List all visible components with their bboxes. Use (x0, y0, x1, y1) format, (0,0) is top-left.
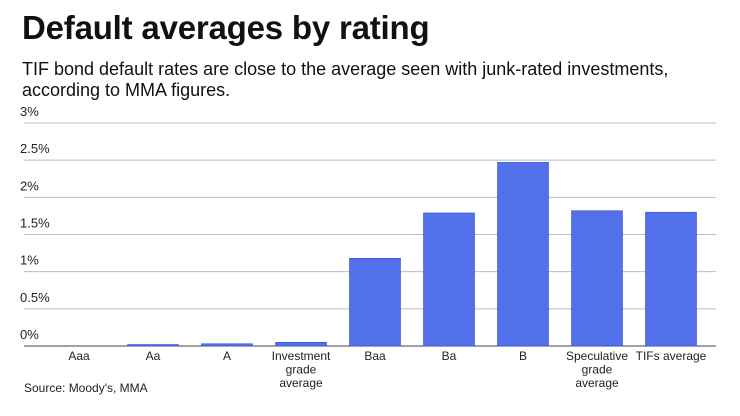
x-tick-label: Aa (146, 349, 161, 363)
chart-title: Default averages by rating (22, 9, 430, 46)
chart-subtitle: TIF bond default rates are close to the … (22, 59, 669, 100)
y-tick-label: 2% (20, 178, 39, 193)
bar (349, 257, 401, 347)
x-tick-label: A (223, 349, 231, 363)
bar (423, 212, 475, 347)
bar (201, 343, 253, 347)
y-tick-label: 2.5% (20, 141, 50, 156)
y-tick-label: 1% (20, 253, 39, 268)
y-tick-label: 0.5% (20, 290, 50, 305)
x-tick-label: Investment grade average (272, 349, 331, 390)
y-tick-label: 0% (20, 327, 39, 342)
bar (571, 210, 623, 347)
bar (645, 211, 697, 347)
bar (127, 344, 179, 347)
bar (497, 162, 549, 347)
x-tick-label: Aaa (68, 349, 90, 363)
x-tick-label: Ba (442, 349, 457, 363)
x-tick-label: Speculative grade average (566, 349, 628, 390)
y-tick-label: 3% (20, 104, 39, 119)
x-tick-label: TIFs average (636, 349, 707, 363)
y-tick-label: 1.5% (20, 216, 50, 231)
source-note: Source: Moody's, MMA (24, 381, 148, 395)
x-tick-label: Baa (364, 349, 386, 363)
x-tick-label: B (519, 349, 527, 363)
bar (275, 341, 327, 347)
